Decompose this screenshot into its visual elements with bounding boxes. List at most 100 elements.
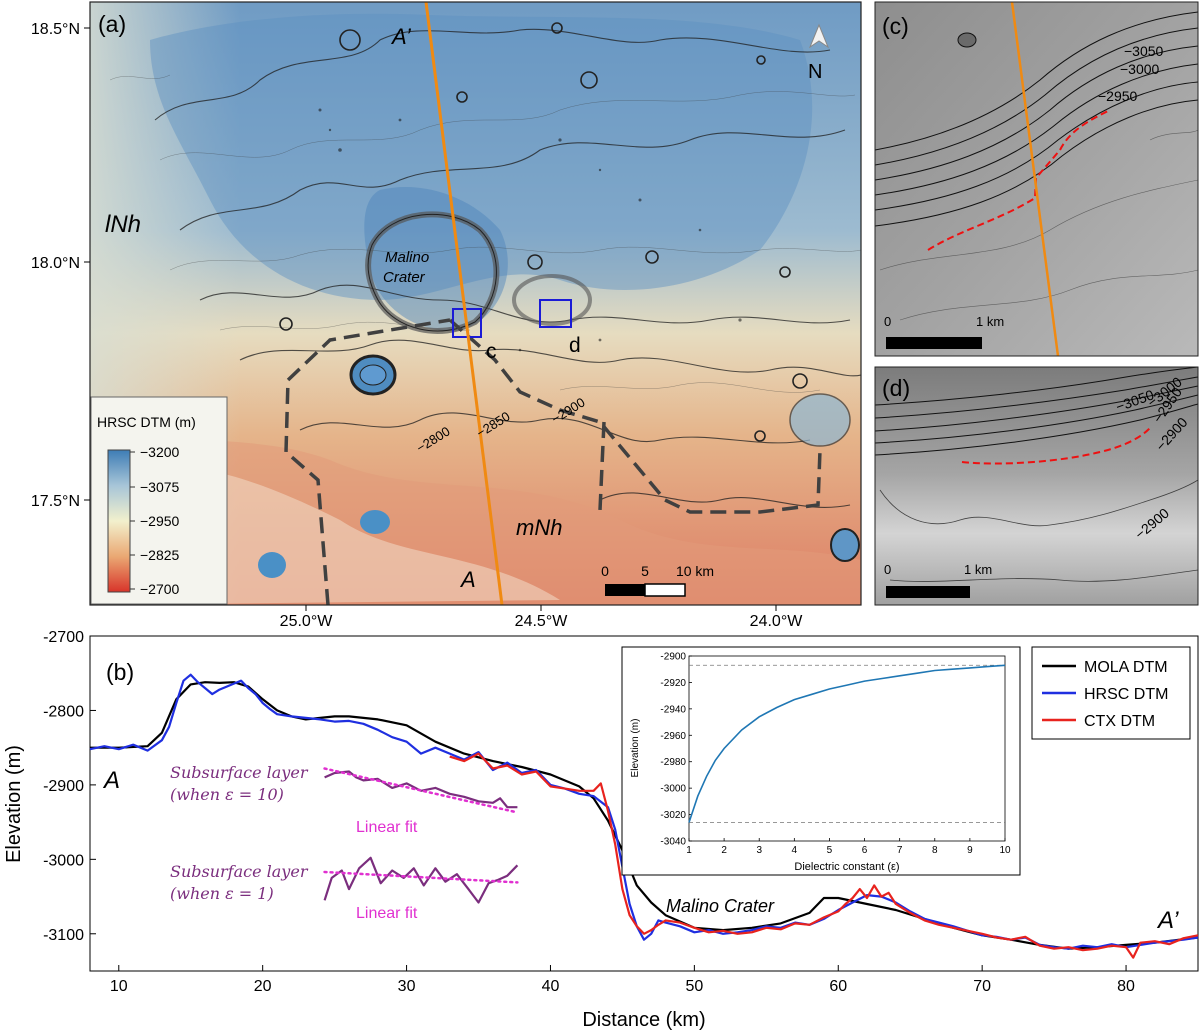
scalebar-black <box>605 584 645 596</box>
unit-label-mnh: mNh <box>516 515 562 540</box>
panel-c-scalebar <box>886 337 982 349</box>
x-tick-label: 70 <box>973 978 991 995</box>
y-tick-label: -2700 <box>43 629 84 646</box>
subsurface-layer-1 <box>324 770 518 809</box>
inset-y-tick-label: -2960 <box>660 731 686 742</box>
x-tick-label: 20 <box>254 978 272 995</box>
panel-c-scale-0: 0 <box>884 314 891 329</box>
inset-x-tick-label: 8 <box>932 845 938 856</box>
legend-tick-2: −3075 <box>140 479 180 495</box>
lat-tick-3: 17.5°N <box>31 493 80 510</box>
inset-chart: 1 2 3 4 5 6 7 8 9 10 -3040 -3020 -3000 -2980 -2960 -294… <box>621 646 1021 876</box>
unit-label-lnh: lNh <box>105 211 141 238</box>
panel-b-label: (b) <box>106 659 134 685</box>
inset-y-tick-label: -2900 <box>660 652 686 663</box>
panel-c-image: (c) −3050 −3000 −2950 0 1 km <box>874 1 1199 357</box>
y-tick-label: -3100 <box>43 927 84 944</box>
lon-tick-3: 24.0°W <box>750 613 804 630</box>
inset-y-tick-label: -2940 <box>660 704 686 715</box>
linear-fit-2 <box>323 870 519 884</box>
panel-d-label: (d) <box>882 375 910 401</box>
legend-label-hrsc: HRSC DTM <box>1084 686 1168 703</box>
panel-d-scale-0: 0 <box>884 562 891 577</box>
crater-label-2: Crater <box>383 269 426 286</box>
y-tick-label: -2900 <box>43 778 84 795</box>
subsurface-label-1: Subsurface layer <box>170 763 309 782</box>
annotation-a-prime: A’ <box>1156 907 1179 934</box>
panel-d-scale-1: 1 km <box>964 562 992 577</box>
panel-a-map: (a) 18.5°N 18.0°N 17.5°N 25.0°W 24.5°W 2… <box>31 1 862 630</box>
lat-tick-2: 18.0°N <box>31 255 80 272</box>
box-c-label: c <box>486 340 497 363</box>
panel-c-contour-2: −3000 <box>1120 61 1160 77</box>
linear-fit-label-1: Linear fit <box>356 819 418 836</box>
linear-fit-1 <box>323 767 519 814</box>
inset-x-tick-label: 7 <box>897 845 903 856</box>
scalebar-white <box>644 583 686 597</box>
annotation-a: A <box>102 767 120 794</box>
inset-x-tick-label: 3 <box>756 845 762 856</box>
lat-tick-1: 18.5°N <box>31 21 80 38</box>
panel-c-contour-3: −2950 <box>1098 88 1138 104</box>
inset-y-tick-label: -2920 <box>660 678 686 689</box>
inset-x-tick-label: 2 <box>721 845 727 856</box>
profile-end-bottom: A <box>459 567 476 592</box>
unit-boundaries <box>284 318 822 605</box>
box-d-label: d <box>569 334 581 357</box>
legend-tick-3: −2950 <box>140 513 180 529</box>
scalebar-label-5: 5 <box>641 563 649 579</box>
subsurface-label-2b: (when ε = 1) <box>170 884 274 903</box>
legend-colorbar <box>107 449 131 593</box>
inset-x-label: Dielectric constant (ε) <box>794 861 899 873</box>
inset-frame <box>688 655 1006 842</box>
inset-y-tick-label: -3040 <box>660 837 686 848</box>
scalebar-label-10: 10 km <box>676 563 714 579</box>
panel-d-scalebar <box>886 586 970 598</box>
legend-tick-5: −2700 <box>140 581 180 597</box>
inset-x-tick-label: 1 <box>686 845 692 856</box>
crater-label-1: Malino <box>385 249 429 266</box>
x-tick-label: 40 <box>542 978 560 995</box>
panel-c-label: (c) <box>882 13 909 39</box>
legend-label-ctx: CTX DTM <box>1084 713 1155 730</box>
panel-c-contour-1: −3050 <box>1124 43 1164 59</box>
chart-frame <box>89 635 1199 972</box>
north-label: N <box>808 61 822 83</box>
series-ctx-dtm <box>449 752 1199 959</box>
inset-y-tick-label: -2980 <box>660 757 686 768</box>
annotation-malino-crater: Malino Crater <box>666 896 775 916</box>
y-tick-label: -2800 <box>43 703 84 720</box>
lon-tick-1: 25.0°W <box>280 613 334 630</box>
lon-tick-2: 24.5°W <box>515 613 569 630</box>
inset-y-label: Elevation (m) <box>630 719 641 778</box>
x-tick-label: 50 <box>685 978 703 995</box>
profile-end-top: A’ <box>390 24 412 49</box>
panel-d-trace <box>961 427 1151 465</box>
chart-legend: MOLA DTM HRSC DTM CTX DTM <box>1031 646 1191 740</box>
inset-x-tick-label: 6 <box>862 845 868 856</box>
y-tick-label: -3000 <box>43 852 84 869</box>
inset-y-tick-label: -3000 <box>660 784 686 795</box>
x-tick-label: 60 <box>829 978 847 995</box>
x-tick-label: 10 <box>110 978 128 995</box>
profile-chart: 10 20 30 40 50 60 70 80 -3100 -3000 -2900 -2800 -270… <box>3 629 1199 1030</box>
chart-y-label: Elevation (m) <box>3 745 25 863</box>
subsurface-layer-2 <box>323 856 519 904</box>
chart-x-label: Distance (km) <box>582 1009 705 1030</box>
inset-x-tick-label: 4 <box>792 845 798 856</box>
inset-x-tick-label: 10 <box>999 845 1011 856</box>
panel-c-scale-1: 1 km <box>976 314 1004 329</box>
panel-c-profile-line <box>1010 2 1060 356</box>
panel-c-trace <box>927 109 1111 251</box>
legend-tick-1: −3200 <box>140 444 180 460</box>
subsurface-label-2: Subsurface layer <box>170 862 309 881</box>
linear-fit-label-2: Linear fit <box>356 905 418 922</box>
scalebar-label-0: 0 <box>601 563 609 579</box>
box-d-outline <box>539 299 572 328</box>
panel-a-label: (a) <box>98 11 126 37</box>
subsurface-label-1b: (when ε = 10) <box>170 785 284 804</box>
inset-x-tick-label: 5 <box>827 845 833 856</box>
north-arrow-icon <box>808 23 830 49</box>
panel-d-image: (d) −3050 −3000 −2950 −2900 −2900 0 1 km <box>874 366 1199 606</box>
